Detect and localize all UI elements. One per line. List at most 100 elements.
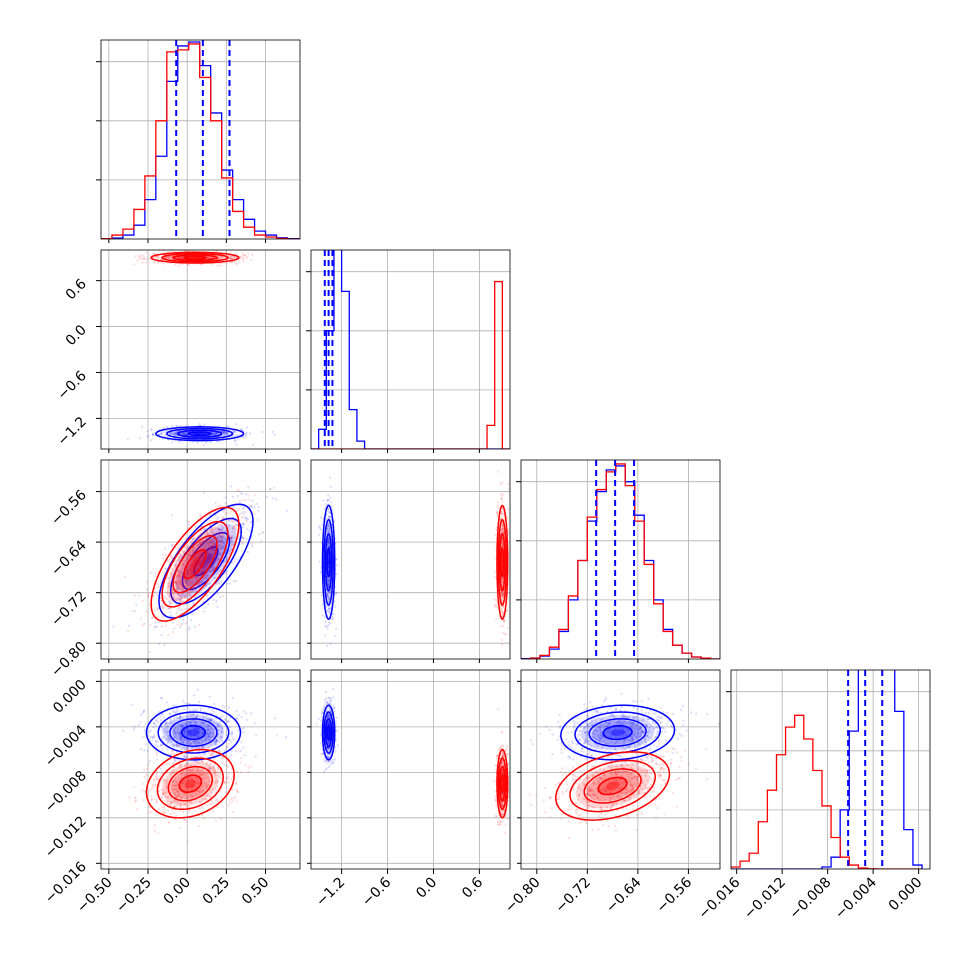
scatter-point [163, 779, 166, 782]
scatter-point [226, 518, 229, 521]
scatter-point [130, 703, 133, 706]
scatter-point [198, 773, 201, 776]
scatter-point [209, 541, 212, 544]
scatter-point [211, 432, 214, 435]
scatter-point [156, 721, 160, 724]
scatter-point [134, 255, 137, 258]
scatter-point [184, 723, 187, 727]
scatter-point [194, 577, 197, 580]
scatter-point [138, 257, 141, 260]
scatter-point [181, 256, 184, 259]
scatter-point [326, 644, 329, 647]
scatter-point [330, 617, 333, 620]
scatter-point [228, 520, 231, 523]
scatter-point [163, 613, 166, 616]
scatter-point [161, 431, 164, 434]
scatter-point [190, 735, 193, 738]
scatter-point [215, 559, 218, 563]
scatter-point [334, 592, 337, 595]
scatter-point [500, 529, 503, 532]
scatter-point [239, 428, 242, 431]
histogram-red-3 [731, 714, 923, 869]
scatter-point [150, 787, 154, 790]
scatter-point [209, 738, 212, 742]
scatter-point [198, 422, 201, 425]
scatter-point [193, 772, 196, 775]
scatter-point [163, 727, 166, 731]
scatter-point [184, 802, 187, 806]
scatter-point [195, 579, 198, 583]
scatter-point [163, 724, 167, 728]
scatter-point [327, 608, 330, 611]
scatter-point [220, 796, 223, 799]
scatter-point [205, 541, 208, 544]
scatter-point [336, 564, 339, 567]
scatter-point [194, 723, 197, 726]
scatter-point [213, 433, 216, 436]
scatter-point [189, 742, 192, 746]
scatter-point [185, 559, 188, 562]
scatter-point [136, 259, 139, 262]
scatter-point [229, 257, 232, 260]
scatter-point [190, 590, 193, 593]
scatter-point [500, 593, 503, 596]
scatter-point [211, 539, 214, 542]
scatter-point [183, 579, 186, 582]
scatter-point [178, 744, 181, 747]
scatter-point [187, 764, 190, 767]
scatter-point [228, 802, 232, 805]
scatter-point [151, 738, 154, 741]
scatter-point [221, 727, 224, 730]
scatter-point [183, 708, 186, 711]
scatter-point [190, 723, 193, 726]
contour-blue-0-3-0 [180, 724, 206, 741]
scatter-point [172, 780, 175, 783]
scatter-point [327, 494, 330, 497]
scatter-point [233, 503, 236, 506]
scatter-point [196, 730, 199, 733]
scatter-point [224, 434, 227, 437]
scatter-point [207, 256, 210, 260]
scatter-point [165, 597, 168, 600]
scatter-point [221, 544, 224, 548]
scatter-point [216, 723, 219, 726]
scatter-point [173, 756, 176, 760]
scatter-point [233, 520, 236, 523]
scatter-point [506, 609, 509, 613]
scatter-point [146, 435, 149, 438]
scatter-point [189, 730, 192, 733]
scatter-point [198, 582, 201, 585]
scatter-point [178, 763, 182, 766]
scatter-point [198, 730, 201, 733]
scatter-point [181, 588, 184, 591]
scatter-point [133, 725, 136, 728]
scatter-point [225, 432, 228, 435]
scatter-point [165, 256, 168, 259]
scatter-point [192, 546, 195, 550]
scatter-point [196, 584, 200, 587]
scatter-point [213, 433, 216, 436]
scatter-point [192, 602, 195, 605]
scatter-point [327, 538, 330, 541]
scatter-point [165, 772, 168, 775]
scatter-point [199, 707, 202, 711]
scatter-point [175, 711, 178, 714]
scatter-point [207, 733, 210, 736]
scatter-point [226, 765, 229, 768]
scatter-point [207, 553, 210, 556]
scatter-point [189, 742, 192, 746]
scatter-point [168, 603, 171, 606]
scatter-point [219, 523, 222, 526]
scatter-point [221, 758, 224, 761]
scatter-point [174, 794, 177, 797]
scatter-point [188, 584, 191, 587]
scatter-point [164, 729, 167, 732]
scatter-point [192, 432, 195, 435]
scatter-point [170, 588, 173, 591]
scatter-point [169, 571, 172, 574]
scatter-point [176, 781, 179, 784]
scatter-point [212, 710, 215, 713]
scatter-point [203, 528, 206, 531]
scatter-point [150, 439, 153, 442]
scatter-point [241, 727, 244, 731]
